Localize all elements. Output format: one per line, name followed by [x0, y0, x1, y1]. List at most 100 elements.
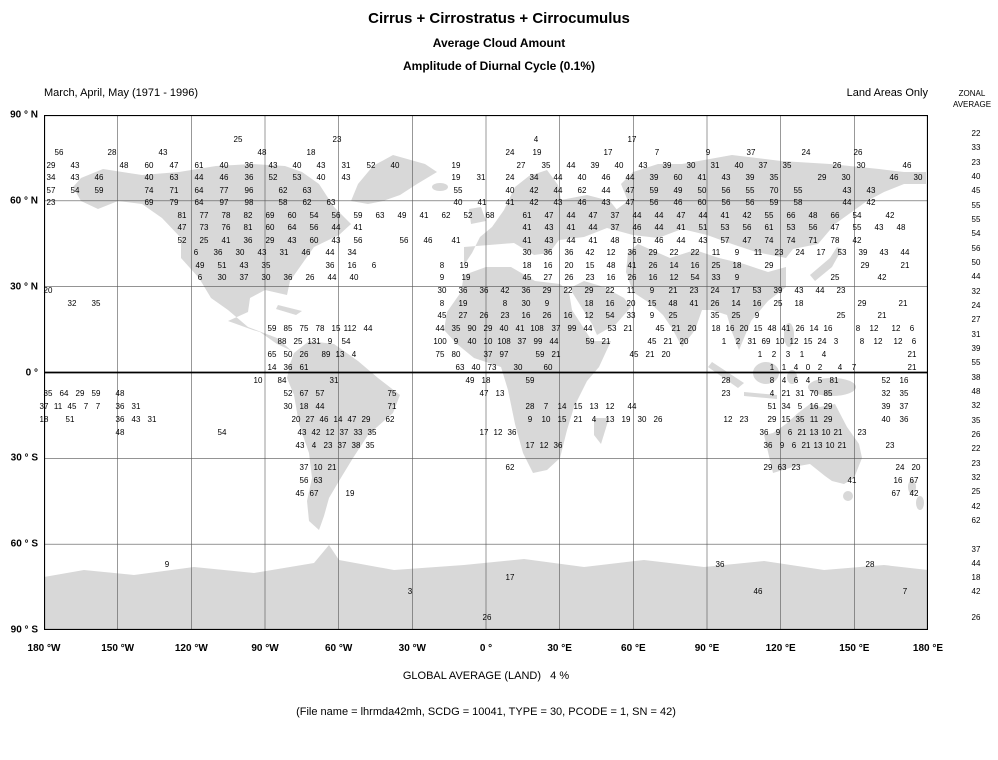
grid-value: 63 — [169, 173, 179, 182]
grid-value: 81 — [829, 376, 839, 385]
grid-value: 40 — [144, 173, 154, 182]
grid-value: 26 — [564, 273, 574, 282]
grid-value: 20 — [739, 324, 749, 333]
grid-value: 47 — [676, 211, 686, 220]
grid-value: 44 — [566, 211, 576, 220]
figure-subtitle-amplitude: Amplitude of Diurnal Cycle (0.1%) — [402, 59, 596, 73]
grid-value: 44 — [325, 248, 335, 257]
grid-value: 44 — [654, 211, 664, 220]
grid-value: 15 — [573, 402, 583, 411]
grid-value: 20 — [564, 261, 574, 270]
grid-value: 25 — [773, 299, 783, 308]
grid-value: 35 — [367, 428, 377, 437]
grid-value: 63 — [302, 186, 312, 195]
x-axis-tick-label: 60 °W — [324, 643, 353, 654]
grid-value: 75 — [435, 350, 445, 359]
grid-value: 9 — [705, 148, 711, 157]
grid-value: 16 — [543, 261, 553, 270]
grid-value: 40 — [734, 161, 744, 170]
grid-value: 41 — [566, 223, 576, 232]
grid-value: 23 — [332, 135, 342, 144]
grid-value: 29 — [46, 161, 56, 170]
zonal-average-value: 32 — [971, 287, 981, 296]
x-axis-tick-label: 90 °E — [694, 643, 720, 654]
grid-value: 47 — [177, 223, 187, 232]
zonal-average-value: 62 — [971, 516, 981, 525]
grid-value: 45 — [629, 350, 639, 359]
grid-value: 35 — [261, 261, 271, 270]
grid-value: 69 — [265, 211, 275, 220]
zonal-average-value: 37 — [971, 545, 981, 554]
grid-value: 46 — [889, 173, 899, 182]
x-axis-tick-label: 150 °W — [101, 643, 135, 654]
grid-value: 108 — [497, 337, 511, 346]
grid-value: 49 — [673, 186, 683, 195]
grid-value: 51 — [65, 415, 75, 424]
grid-value: 37 — [337, 441, 347, 450]
zonal-average-value: 38 — [971, 373, 981, 382]
grid-value: 1 — [721, 337, 727, 346]
grid-value: 25 — [668, 311, 678, 320]
grid-value: 0 — [805, 363, 811, 372]
grid-value: 29 — [764, 261, 774, 270]
grid-value: 41 — [505, 198, 515, 207]
grid-value: 9 — [734, 273, 740, 282]
grid-value: 44 — [625, 173, 635, 182]
zonal-average-value: 39 — [971, 344, 981, 353]
grid-value: 16 — [648, 273, 658, 282]
x-axis-tick-label: 120 °W — [174, 643, 208, 654]
grid-value: 42 — [909, 489, 919, 498]
grid-value: 23 — [774, 248, 784, 257]
grid-value: 12 — [605, 402, 615, 411]
grid-value: 26 — [542, 311, 552, 320]
grid-value: 11 — [711, 248, 721, 257]
grid-value: 6 — [909, 324, 915, 333]
grid-value: 4 — [311, 441, 317, 450]
grid-value: 34 — [529, 173, 539, 182]
grid-value: 36 — [763, 441, 773, 450]
grid-value: 10 — [541, 415, 551, 424]
grid-value: 90 — [467, 324, 477, 333]
grid-value: 36 — [325, 261, 335, 270]
grid-value: 46 — [219, 173, 229, 182]
grid-value: 43 — [721, 173, 731, 182]
grid-value: 21 — [601, 337, 611, 346]
grid-value: 58 — [278, 198, 288, 207]
grid-value: 54 — [70, 186, 80, 195]
grid-value: 44 — [601, 186, 611, 195]
grid-value: 40 — [499, 324, 509, 333]
grid-value: 40 — [349, 273, 359, 282]
grid-value: 18 — [306, 148, 316, 157]
grid-value: 25 — [199, 236, 209, 245]
grid-value: 46 — [902, 161, 912, 170]
y-axis-tick-label: 60 ° N — [10, 195, 38, 207]
grid-value: 9 — [754, 311, 760, 320]
grid-value: 43 — [601, 198, 611, 207]
grid-value: 36 — [521, 286, 531, 295]
grid-value: 9 — [775, 428, 781, 437]
grid-value: 10 — [821, 428, 831, 437]
grid-value: 43 — [297, 428, 307, 437]
grid-value: 42 — [866, 198, 876, 207]
grid-value: 63 — [375, 211, 385, 220]
grid-value: 44 — [435, 324, 445, 333]
grid-value: 73 — [487, 363, 497, 372]
grid-value: 39 — [858, 248, 868, 257]
grid-value: 41 — [847, 476, 857, 485]
grid-value: 9 — [327, 337, 333, 346]
y-axis-tick-label: 90 ° S — [10, 624, 38, 636]
grid-value: 36 — [715, 560, 725, 569]
grid-value: 97 — [219, 198, 229, 207]
grid-value: 47 — [347, 415, 357, 424]
grid-value: 23 — [885, 441, 895, 450]
grid-value: 44 — [632, 211, 642, 220]
grid-value: 36 — [507, 428, 517, 437]
grid-value: 35 — [899, 389, 909, 398]
grid-value: 41 — [588, 236, 598, 245]
grid-value: 21 — [668, 286, 678, 295]
grid-value: 63 — [777, 463, 787, 472]
grid-value: 43 — [331, 236, 341, 245]
grid-value: 63 — [455, 363, 465, 372]
y-axis-tick-label: 90 ° N — [10, 109, 38, 121]
grid-value: 42 — [500, 286, 510, 295]
